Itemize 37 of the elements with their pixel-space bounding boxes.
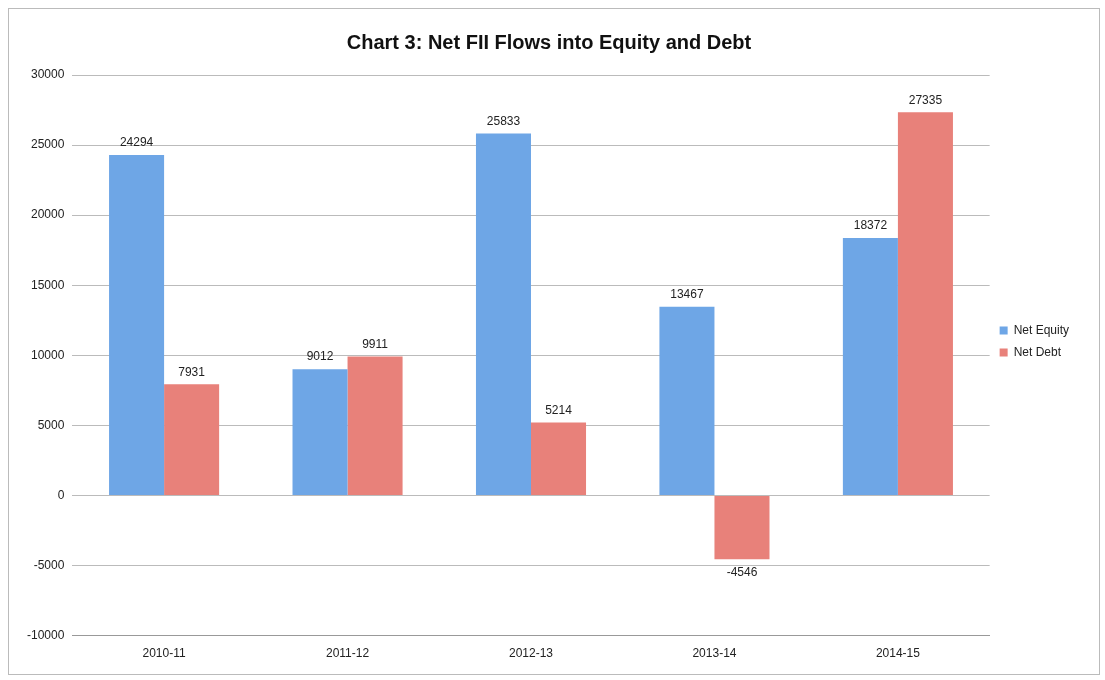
- chart-title: Chart 3: Net FII Flows into Equity and Debt: [346, 30, 752, 53]
- bar: [897, 112, 953, 495]
- bar: [347, 356, 403, 495]
- x-tick-label: 2012-13: [508, 646, 554, 661]
- y-tick-label: 30000: [30, 67, 65, 82]
- bar: [659, 306, 715, 495]
- x-tick-label: 2013-14: [692, 646, 737, 661]
- y-tick-label: 0: [57, 487, 65, 502]
- data-label: 9012: [306, 349, 334, 364]
- legend-label: Net Debt: [1013, 344, 1062, 359]
- y-tick-label: -5000: [33, 557, 65, 572]
- x-tick-label: 2014-15: [875, 646, 921, 661]
- x-tick-label: 2011-12: [325, 646, 370, 661]
- bar: [842, 237, 898, 495]
- data-label: -4546: [726, 565, 758, 580]
- data-label: 24294: [119, 135, 154, 150]
- legend-label: Net Equity: [1013, 322, 1069, 337]
- bar: [475, 133, 531, 495]
- y-tick-label: 20000: [30, 207, 65, 222]
- data-label: 25833: [486, 113, 521, 128]
- data-label: 5214: [545, 402, 573, 417]
- bar: [164, 384, 220, 495]
- x-tick-label: 2010-11: [142, 646, 186, 661]
- data-label: 7931: [178, 364, 206, 379]
- y-tick-label: -10000: [26, 627, 65, 642]
- bar: [714, 495, 770, 560]
- y-tick-label: 10000: [30, 347, 65, 362]
- y-tick-label: 15000: [30, 277, 65, 292]
- y-tick-label: 5000: [37, 417, 65, 432]
- bar: [109, 154, 165, 495]
- bar: [292, 369, 348, 495]
- data-label: 18372: [853, 218, 888, 233]
- data-label: 9911: [362, 336, 389, 351]
- bar: [531, 422, 587, 495]
- data-label: 13467: [670, 287, 704, 302]
- y-tick-label: 25000: [30, 137, 65, 152]
- data-label: 27335: [908, 92, 943, 107]
